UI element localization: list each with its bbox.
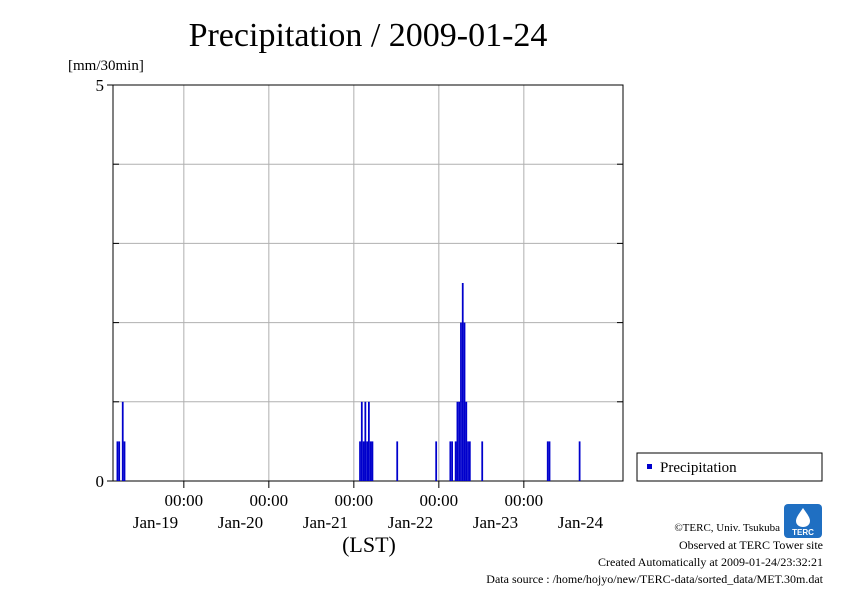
precipitation-bar: [366, 441, 368, 481]
precipitation-bar: [467, 441, 469, 481]
precipitation-bar: [364, 401, 367, 481]
x-tick-label-date: Jan-24: [558, 513, 604, 532]
x-tick-label-time: 00:00: [419, 491, 458, 510]
precipitation-bar: [371, 441, 374, 481]
precipitation-bar: [548, 441, 551, 481]
y-tick-label: 0: [96, 472, 105, 491]
precipitation-bars: [116, 283, 581, 481]
precipitation-bar: [368, 401, 370, 481]
credit-observed: Observed at TERC Tower site: [679, 538, 823, 552]
precipitation-bar: [451, 441, 453, 481]
precipitation-bar: [116, 441, 119, 481]
y-axis-unit: [mm/30min]: [68, 58, 144, 74]
precipitation-bar: [449, 441, 452, 481]
precipitation-bar: [118, 441, 121, 481]
precipitation-bar: [578, 441, 581, 481]
precipitation-bar: [362, 441, 365, 481]
precipitation-bar: [465, 401, 468, 481]
logo-drop-icon: [796, 508, 810, 527]
x-tick-label-date: Jan-21: [303, 513, 348, 532]
precipitation-bar: [546, 441, 549, 481]
precipitation-bar: [369, 441, 372, 481]
grid-lines: [113, 85, 623, 481]
x-tick-label-date: Jan-22: [388, 513, 433, 532]
precipitation-bar: [460, 322, 462, 481]
logo-text: TERC: [792, 528, 814, 537]
precipitation-bar: [360, 401, 363, 481]
legend-swatch: [647, 464, 652, 469]
precipitation-bar: [121, 401, 124, 481]
x-tick-label-date: Jan-20: [218, 513, 263, 532]
credit-created: Created Automatically at 2009-01-24/23:3…: [598, 555, 823, 569]
chart-title: Precipitation / 2009-01-24: [189, 17, 548, 54]
precipitation-bar: [468, 441, 471, 481]
y-tick-label: 5: [96, 76, 105, 95]
precipitation-bar: [359, 441, 361, 481]
legend-box: [636, 452, 823, 482]
axis-ticks: 00:00 00:00 00:00 00:00 00:00 Jan-19 Jan-20 Jan…: [96, 76, 623, 532]
x-tick-label-date: Jan-23: [473, 513, 518, 532]
precipitation-bar: [123, 441, 126, 481]
x-tick-label-time: 00:00: [504, 491, 543, 510]
x-tick-label-time: 00:00: [334, 491, 373, 510]
terc-logo: TERC: [784, 504, 822, 538]
credit-source: Data source : /home/hojyo/new/TERC-data/…: [486, 572, 823, 586]
x-tick-label-time: 00:00: [164, 491, 203, 510]
precipitation-bar: [458, 401, 461, 481]
x-tick-label-time: 00:00: [249, 491, 288, 510]
x-axis-label: (LST): [342, 532, 396, 557]
legend: Precipitation: [636, 452, 823, 482]
precipitation-bar: [435, 441, 438, 481]
legend-label: Precipitation: [660, 460, 737, 476]
credit-org: ©TERC, Univ. Tsukuba: [674, 522, 780, 534]
precipitation-bar: [481, 441, 484, 481]
precipitation-bar: [463, 322, 466, 481]
precipitation-bar: [396, 441, 399, 481]
precipitation-bar: [456, 401, 459, 481]
precipitation-bar: [461, 283, 464, 481]
x-tick-label-date: Jan-19: [133, 513, 178, 532]
precipitation-bar: [454, 441, 457, 481]
